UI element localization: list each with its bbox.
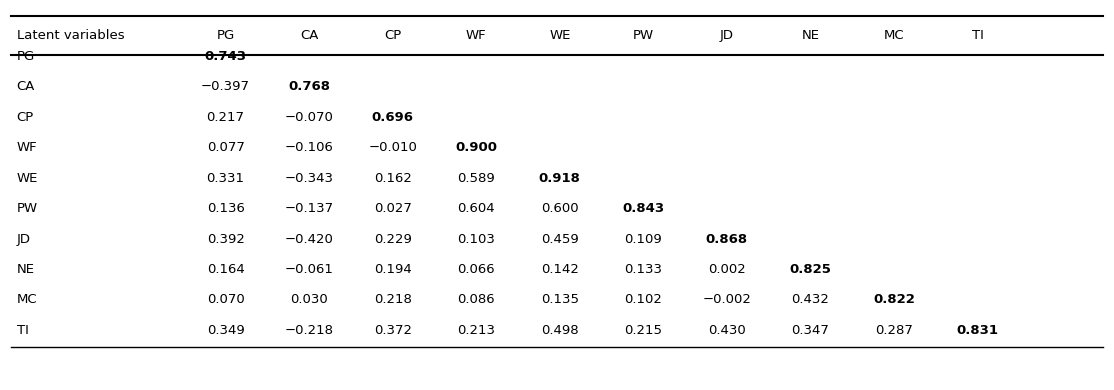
Text: −0.420: −0.420 <box>285 232 333 246</box>
Text: 0.215: 0.215 <box>624 324 663 337</box>
Text: 0.002: 0.002 <box>709 263 745 276</box>
Text: 0.136: 0.136 <box>207 202 244 215</box>
Text: JD: JD <box>720 28 734 42</box>
Text: 0.287: 0.287 <box>876 324 912 337</box>
Text: 0.164: 0.164 <box>207 263 244 276</box>
Text: NE: NE <box>17 263 35 276</box>
Text: −0.070: −0.070 <box>285 111 333 124</box>
Text: CA: CA <box>17 80 35 94</box>
Text: 0.103: 0.103 <box>458 232 495 246</box>
Text: 0.900: 0.900 <box>456 141 497 154</box>
Text: 0.696: 0.696 <box>372 111 413 124</box>
Text: 0.430: 0.430 <box>709 324 745 337</box>
Text: NE: NE <box>801 28 820 42</box>
Text: 0.743: 0.743 <box>205 50 246 63</box>
Text: −0.343: −0.343 <box>285 172 333 185</box>
Text: 0.831: 0.831 <box>957 324 998 337</box>
Text: PG: PG <box>216 28 235 42</box>
Text: −0.218: −0.218 <box>285 324 333 337</box>
Text: −0.002: −0.002 <box>703 293 751 307</box>
Text: TI: TI <box>971 28 984 42</box>
Text: 0.600: 0.600 <box>541 202 578 215</box>
Text: 0.162: 0.162 <box>374 172 411 185</box>
Text: 0.349: 0.349 <box>207 324 244 337</box>
Text: 0.217: 0.217 <box>206 111 245 124</box>
Text: −0.137: −0.137 <box>284 202 334 215</box>
Text: 0.392: 0.392 <box>207 232 244 246</box>
Text: −0.397: −0.397 <box>202 80 250 94</box>
Text: 0.432: 0.432 <box>792 293 829 307</box>
Text: MC: MC <box>17 293 38 307</box>
Text: 0.070: 0.070 <box>207 293 244 307</box>
Text: CP: CP <box>384 28 401 42</box>
Text: CA: CA <box>300 28 319 42</box>
Text: WE: WE <box>549 28 570 42</box>
Text: PW: PW <box>633 28 654 42</box>
Text: 0.218: 0.218 <box>374 293 411 307</box>
Text: 0.213: 0.213 <box>457 324 496 337</box>
Text: 0.825: 0.825 <box>790 263 831 276</box>
Text: 0.142: 0.142 <box>541 263 578 276</box>
Text: 0.459: 0.459 <box>541 232 578 246</box>
Text: MC: MC <box>883 28 905 42</box>
Text: −0.106: −0.106 <box>285 141 333 154</box>
Text: 0.589: 0.589 <box>458 172 495 185</box>
Text: 0.135: 0.135 <box>540 293 579 307</box>
Text: 0.331: 0.331 <box>206 172 245 185</box>
Text: 0.604: 0.604 <box>458 202 495 215</box>
Text: 0.194: 0.194 <box>374 263 411 276</box>
Text: 0.498: 0.498 <box>541 324 578 337</box>
Text: 0.347: 0.347 <box>792 324 829 337</box>
Text: 0.229: 0.229 <box>374 232 411 246</box>
Text: TI: TI <box>17 324 29 337</box>
Text: 0.066: 0.066 <box>458 263 495 276</box>
Text: 0.027: 0.027 <box>374 202 411 215</box>
Text: 0.030: 0.030 <box>291 293 328 307</box>
Text: Latent variables: Latent variables <box>17 28 125 42</box>
Text: WE: WE <box>17 172 38 185</box>
Text: −0.010: −0.010 <box>369 141 417 154</box>
Text: WF: WF <box>17 141 38 154</box>
Text: 0.843: 0.843 <box>623 202 664 215</box>
Text: 0.077: 0.077 <box>207 141 244 154</box>
Text: 0.822: 0.822 <box>873 293 915 307</box>
Text: 0.868: 0.868 <box>706 232 747 246</box>
Text: 0.918: 0.918 <box>539 172 580 185</box>
Text: −0.061: −0.061 <box>285 263 333 276</box>
Text: 0.768: 0.768 <box>289 80 330 94</box>
Text: 0.372: 0.372 <box>373 324 412 337</box>
Text: JD: JD <box>17 232 31 246</box>
Text: CP: CP <box>17 111 33 124</box>
Text: WF: WF <box>466 28 487 42</box>
Text: 0.133: 0.133 <box>624 263 663 276</box>
Text: 0.086: 0.086 <box>458 293 495 307</box>
Text: PW: PW <box>17 202 38 215</box>
Text: 0.102: 0.102 <box>625 293 662 307</box>
Text: 0.109: 0.109 <box>625 232 662 246</box>
Text: PG: PG <box>17 50 35 63</box>
